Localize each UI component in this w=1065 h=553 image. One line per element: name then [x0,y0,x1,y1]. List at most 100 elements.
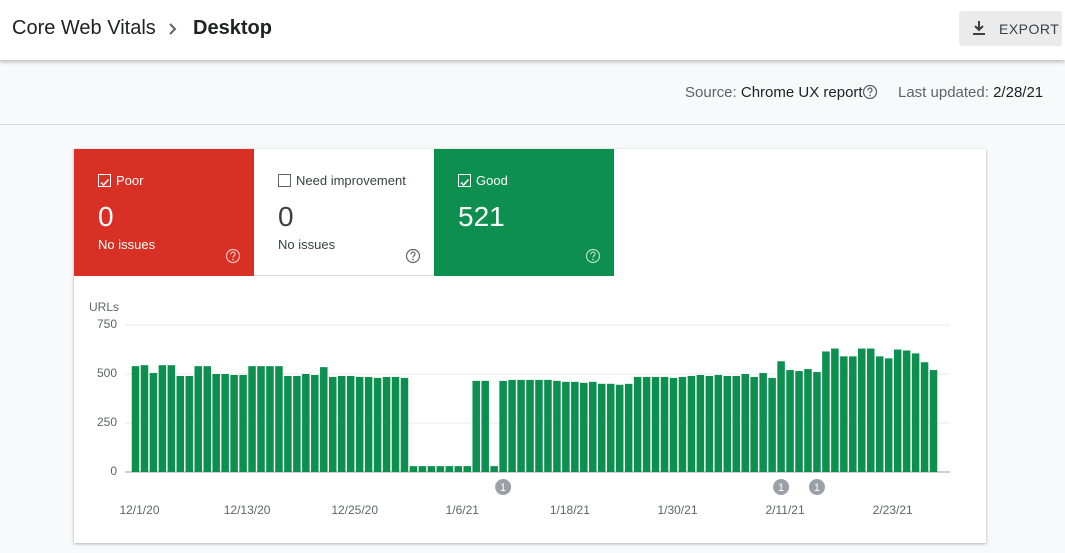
help-icon[interactable] [225,248,241,269]
y-tick-label: 500 [97,366,117,380]
annotation-label: 1 [500,482,506,494]
bar [813,372,821,472]
bar [795,371,803,472]
bar [472,380,480,472]
checkbox[interactable] [458,174,471,187]
status-card[interactable]: Poor 0 No issues [74,149,254,276]
help-icon[interactable] [862,84,878,100]
card-note: No issues [98,237,156,252]
bar [158,365,167,472]
bar [490,466,498,472]
bar [508,379,516,472]
bar [606,383,615,472]
bar [328,376,337,472]
card-note: No issues [278,237,336,252]
annotation-label: 1 [778,482,784,494]
source-label: Source: [685,84,737,101]
bar [669,377,678,472]
bar [929,370,938,472]
status-card[interactable]: Good 521 [434,149,614,276]
bar [221,374,229,472]
x-tick-label: 1/30/21 [657,503,697,517]
annotation[interactable]: 1 [495,479,512,495]
bar [140,365,149,472]
bar [732,375,741,472]
bar [562,381,570,472]
bar [831,348,839,472]
bar [687,375,696,472]
check [100,178,110,187]
bar [893,349,902,472]
bar [705,375,714,472]
checkbox[interactable] [278,174,291,187]
help-icon[interactable] [585,248,601,269]
bar [777,361,785,472]
bar [302,374,310,472]
annotation-marker [808,479,825,495]
bar [597,383,606,472]
bar [239,374,247,472]
bar [445,466,454,472]
bar [571,381,579,472]
bar [875,356,884,472]
bar [499,380,507,472]
bar [400,377,409,472]
bar [642,376,651,472]
bar [535,379,543,472]
bar [382,376,391,472]
download-icon [973,21,985,35]
card-label: Poor [116,173,144,188]
bar [463,466,472,472]
card-label: Good [476,173,508,188]
bar [750,376,758,472]
bar [293,375,301,472]
card-count: 0 [278,201,294,232]
annotation-label: 1 [814,482,820,494]
annotation[interactable]: 1 [808,479,825,495]
bar [786,370,794,472]
page-subtitle: Desktop [193,17,272,39]
report-card: Poor 0 No issues Need improvement 0 No issues… [74,149,986,543]
bar [714,374,723,472]
header: Core Web Vitals Desktop EXPORT [0,0,1065,60]
bar [858,348,866,472]
bar [633,376,642,472]
bar [902,350,911,472]
bar [194,366,203,472]
bar [589,381,597,472]
bar [884,358,893,472]
bar [185,375,194,472]
bar [804,369,812,472]
page-title[interactable]: Core Web Vitals [12,17,156,39]
bar [822,351,830,472]
y-tick-label: 750 [97,317,117,331]
annotation[interactable]: 1 [773,479,790,495]
updated-info: Last updated: 2/28/21 [898,84,1043,101]
x-tick-label: 12/25/20 [331,503,378,517]
bar [212,374,220,472]
bar [176,375,185,472]
bar [230,374,238,472]
bar [248,366,256,472]
export-button[interactable]: EXPORT [959,11,1062,46]
bar [544,379,552,472]
bar [391,376,400,472]
annotation-marker [773,479,790,495]
bar [553,380,561,472]
help-glyph [225,248,241,264]
source-link[interactable]: Chrome UX report [740,84,863,101]
chart: URLs 0 250 500 750 12/1/20 12/13/20 12/25/20 1/… [89,300,950,517]
bar [167,365,176,472]
help-glyph [405,248,421,264]
status-card[interactable]: Need improvement 0 No issues [254,149,434,276]
bar [849,356,857,472]
bar [866,348,875,472]
checkbox[interactable] [98,174,111,187]
breadcrumb-chevron [169,23,177,35]
updated-label: Last updated: [898,84,989,101]
bar [454,466,463,472]
help-icon[interactable] [405,248,421,269]
y-axis-label: URLs [89,300,119,314]
bar [355,376,364,472]
